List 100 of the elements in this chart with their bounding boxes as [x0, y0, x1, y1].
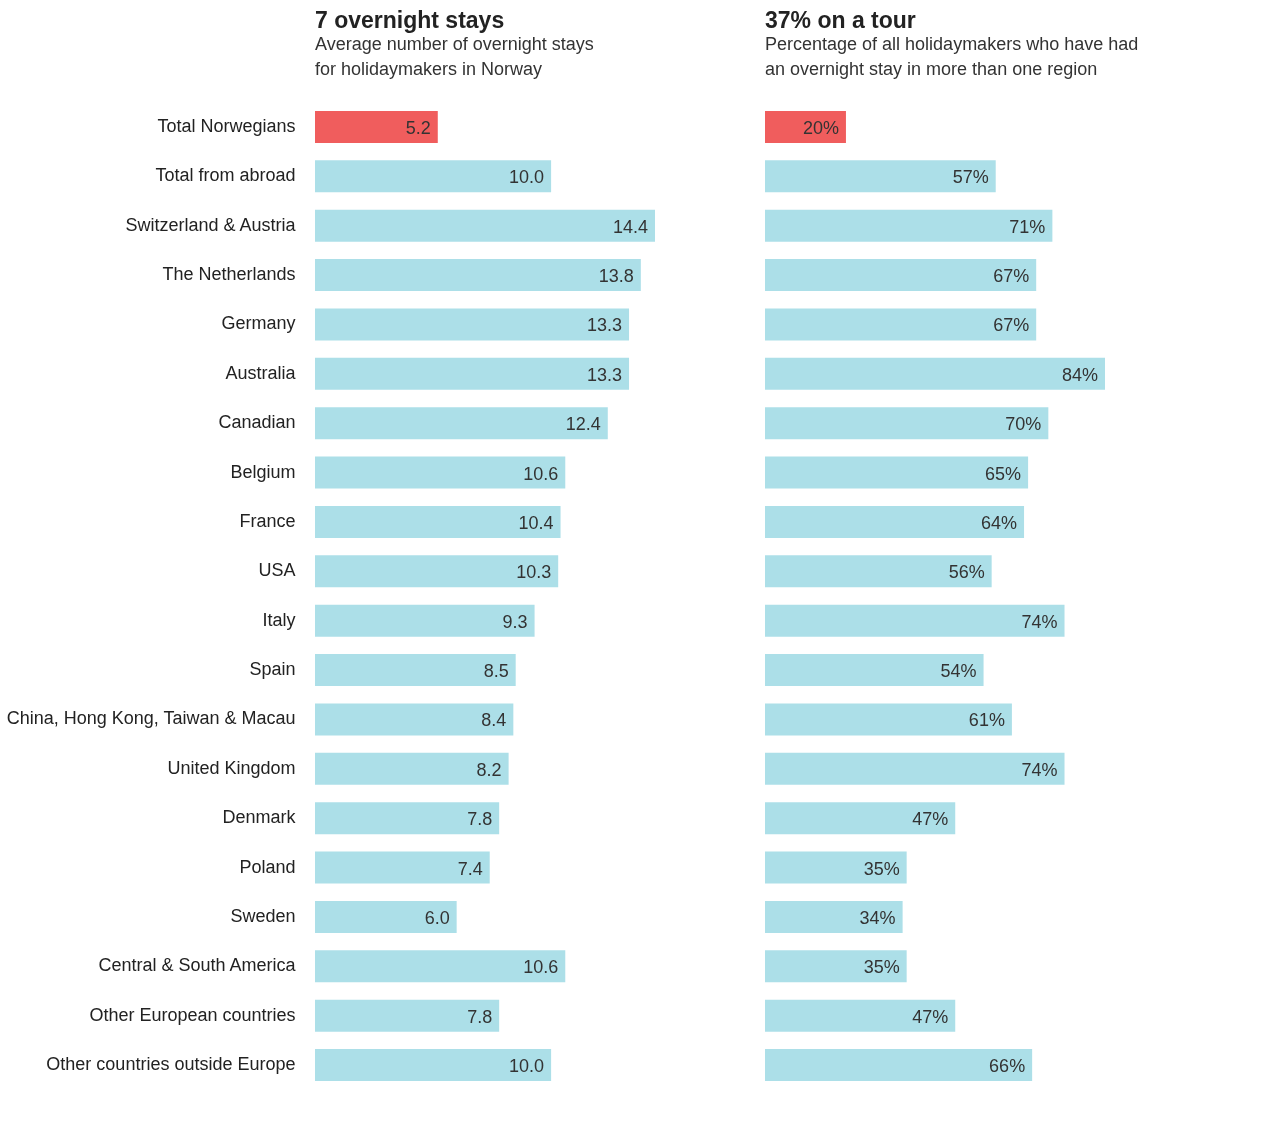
data-label: 10.0 — [509, 167, 545, 188]
bar — [315, 357, 630, 390]
bar — [315, 110, 438, 143]
y-tick-label: Poland — [239, 856, 296, 877]
data-label: 6.0 — [424, 907, 450, 928]
data-label: 74% — [1021, 759, 1058, 780]
bar — [315, 703, 514, 736]
bar — [765, 555, 992, 588]
data-label: 84% — [1061, 364, 1098, 385]
bar — [765, 308, 1037, 341]
y-tick-label: USA — [258, 560, 296, 581]
y-tick-label: United Kingdom — [167, 757, 296, 778]
data-label: 8.4 — [481, 710, 507, 731]
data-label: 14.4 — [612, 216, 648, 237]
bar — [315, 456, 566, 489]
y-tick-label: Germany — [221, 313, 296, 334]
data-label: 70% — [1005, 414, 1042, 435]
bar — [765, 505, 1025, 538]
bar — [315, 308, 630, 341]
data-label: 65% — [985, 463, 1022, 484]
y-tick-label: Other European countries — [89, 1004, 296, 1025]
data-label: 56% — [948, 562, 985, 583]
data-label: 66% — [989, 1056, 1026, 1077]
data-label: 5.2 — [405, 117, 431, 138]
data-label: 13.3 — [586, 364, 623, 385]
data-label: 9.3 — [502, 611, 528, 632]
data-label: 47% — [912, 809, 949, 830]
bar — [315, 555, 559, 588]
chart-subtitle: Average number of overnight stays for holidaymakers in Norway — [315, 34, 594, 79]
data-label: 57% — [952, 167, 989, 188]
bar — [315, 604, 535, 637]
y-tick-label: Total from abroad — [155, 165, 296, 186]
data-label: 10.3 — [516, 562, 552, 583]
data-label: 54% — [940, 661, 977, 682]
y-tick-label: Australia — [225, 362, 297, 383]
bar — [765, 209, 1053, 242]
bar — [765, 160, 996, 193]
bar — [765, 407, 1049, 440]
bar — [765, 900, 903, 933]
bar — [315, 1049, 552, 1082]
data-label: 7.4 — [457, 858, 483, 879]
bar — [765, 654, 984, 687]
y-tick-label: Spain — [249, 659, 296, 680]
bar — [765, 604, 1065, 637]
data-label: 35% — [863, 957, 900, 978]
bar — [315, 160, 552, 193]
bar — [315, 752, 509, 785]
bar — [315, 654, 516, 687]
y-tick-label: Italy — [262, 609, 296, 630]
chart-title: 7 overnight stays — [315, 7, 505, 33]
y-tick-label: Sweden — [230, 905, 296, 926]
data-label: 35% — [863, 858, 900, 879]
bar — [765, 950, 907, 983]
data-label: 7.8 — [467, 1006, 493, 1027]
data-label: 10.4 — [518, 512, 554, 533]
y-tick-label: Belgium — [230, 461, 296, 482]
y-tick-label: Switzerland & Austria — [125, 214, 297, 235]
bar — [315, 900, 457, 933]
data-label: 8.2 — [476, 759, 502, 780]
data-label: 13.8 — [598, 266, 634, 287]
bar — [765, 357, 1105, 390]
y-tick-label: Total Norwegians — [157, 115, 296, 136]
data-label: 74% — [1021, 611, 1058, 632]
y-tick-label: Denmark — [222, 807, 297, 828]
data-label: 10.0 — [509, 1056, 545, 1077]
data-label: 12.4 — [565, 414, 601, 435]
data-label: 20% — [802, 117, 839, 138]
bar — [765, 456, 1029, 489]
data-label: 67% — [993, 266, 1030, 287]
data-label: 7.8 — [467, 809, 493, 830]
data-label: 13.3 — [586, 315, 623, 336]
data-label: 8.5 — [483, 661, 509, 682]
data-label: 10.6 — [523, 463, 559, 484]
data-label: 67% — [993, 315, 1030, 336]
bar — [765, 752, 1065, 785]
bar — [315, 950, 566, 983]
bar — [315, 999, 500, 1032]
data-label: 47% — [912, 1006, 949, 1027]
bar — [315, 407, 608, 440]
bar — [765, 851, 907, 884]
y-tick-label: Canadian — [218, 412, 296, 433]
bar — [315, 209, 655, 242]
chart-title: 37% on a tour — [765, 7, 916, 33]
data-label: 61% — [968, 710, 1005, 731]
data-label: 10.6 — [523, 957, 559, 978]
bar — [315, 259, 641, 292]
bar — [765, 703, 1012, 736]
bar — [765, 259, 1037, 292]
chart-subtitle: Percentage of all holidaymakers who have had an overnight stay in more than one region — [765, 34, 1139, 79]
y-tick-label: Other countries outside Europe — [46, 1054, 296, 1075]
bar — [315, 802, 500, 835]
data-label: 64% — [981, 512, 1018, 533]
bar — [765, 1049, 1033, 1082]
bar — [315, 505, 561, 538]
data-label: 34% — [859, 907, 896, 928]
data-label: 71% — [1009, 216, 1046, 237]
y-tick-label: France — [239, 510, 296, 531]
y-tick-label: Central & South America — [98, 955, 297, 976]
bar — [765, 802, 956, 835]
y-tick-label: China, Hong Kong, Taiwan & Macau — [6, 708, 296, 729]
